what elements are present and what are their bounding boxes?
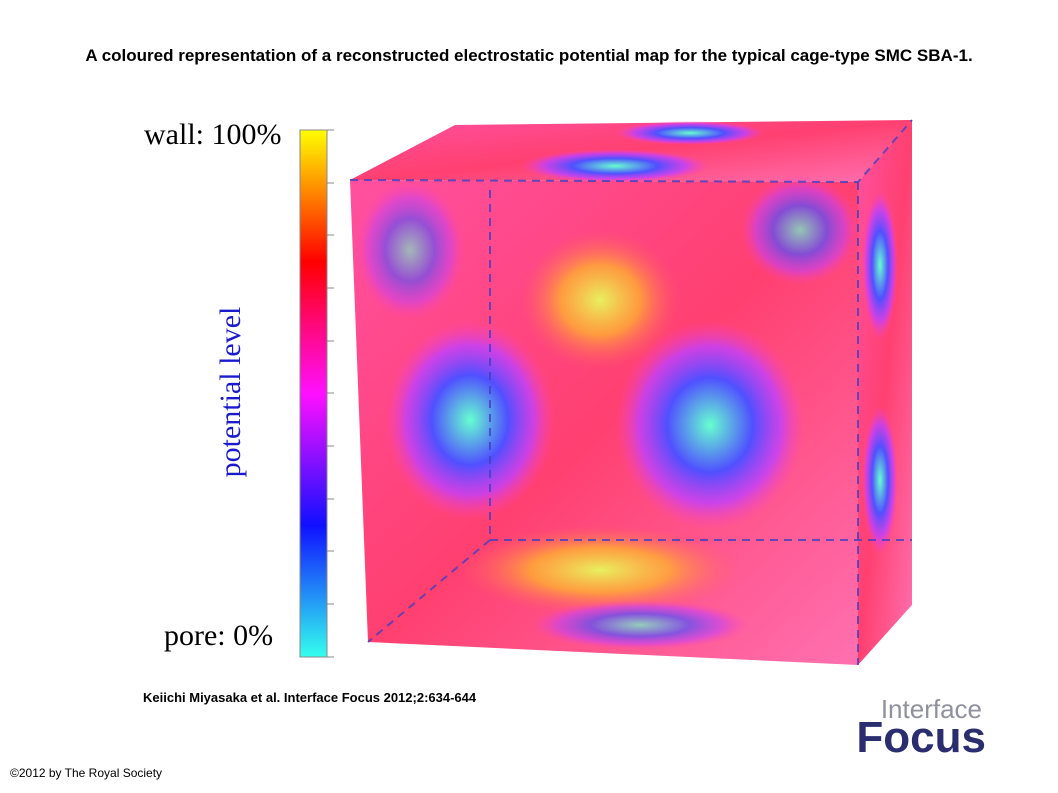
axis-label: potential level (214, 307, 247, 478)
colorbar (299, 129, 328, 658)
copyright: ©2012 by The Royal Society (10, 766, 163, 780)
slide-title: A coloured representation of a reconstru… (85, 46, 973, 65)
top-label: wall: 100% (144, 118, 281, 151)
logo-line1: Interface (881, 694, 982, 724)
cube (349, 119, 913, 665)
logo-line2: Focus (856, 713, 986, 762)
colorbar-ticks (327, 129, 334, 658)
citation: Keiichi Miyasaka et al. Interface Focus … (143, 690, 477, 705)
bottom-label: pore: 0% (164, 619, 273, 652)
